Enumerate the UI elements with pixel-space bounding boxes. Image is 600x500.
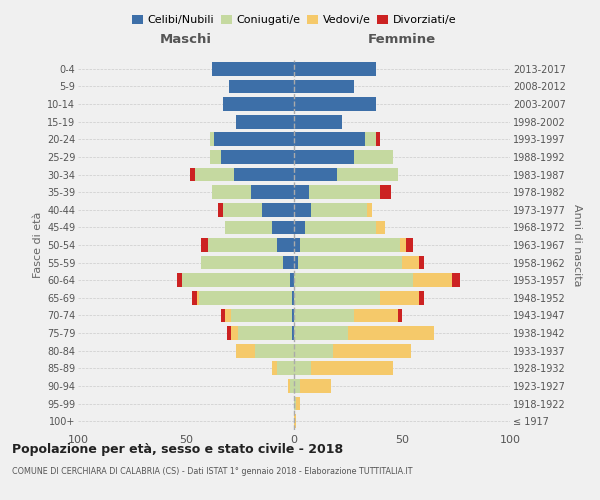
Bar	[292, 326, 294, 340]
Bar	[419, 256, 424, 270]
Bar	[229, 80, 294, 94]
Bar	[296, 396, 301, 410]
Bar	[227, 326, 232, 340]
Bar	[294, 344, 333, 358]
Bar	[333, 344, 410, 358]
Bar	[210, 150, 221, 164]
Bar	[197, 291, 199, 304]
Bar	[178, 274, 182, 287]
Bar	[287, 379, 290, 393]
Bar	[294, 186, 309, 199]
Bar	[218, 203, 223, 216]
Y-axis label: Anni di nascita: Anni di nascita	[572, 204, 583, 286]
Y-axis label: Fasce di età: Fasce di età	[32, 212, 43, 278]
Bar	[367, 203, 372, 216]
Bar	[208, 238, 277, 252]
Bar	[355, 150, 394, 164]
Bar	[376, 132, 380, 146]
Bar	[255, 344, 294, 358]
Text: Popolazione per età, sesso e stato civile - 2018: Popolazione per età, sesso e stato civil…	[12, 442, 343, 456]
Bar	[294, 274, 413, 287]
Bar	[294, 80, 355, 94]
Bar	[294, 150, 355, 164]
Bar	[201, 238, 208, 252]
Bar	[290, 379, 294, 393]
Bar	[402, 256, 419, 270]
Bar	[283, 256, 294, 270]
Bar	[406, 238, 413, 252]
Bar	[262, 203, 294, 216]
Bar	[292, 308, 294, 322]
Bar	[348, 326, 434, 340]
Bar	[194, 168, 233, 181]
Bar	[294, 256, 298, 270]
Bar	[238, 326, 292, 340]
Bar	[294, 414, 296, 428]
Text: Femmine: Femmine	[368, 33, 436, 46]
Bar	[365, 132, 376, 146]
Bar	[272, 220, 294, 234]
Bar	[221, 150, 294, 164]
Bar	[232, 308, 292, 322]
Bar	[400, 238, 406, 252]
Bar	[221, 308, 225, 322]
Bar	[223, 97, 294, 111]
Bar	[355, 308, 398, 322]
Bar	[290, 274, 294, 287]
Bar	[201, 256, 283, 270]
Bar	[309, 186, 380, 199]
Bar	[294, 115, 341, 128]
Bar	[294, 132, 365, 146]
Bar	[311, 203, 367, 216]
Bar	[294, 308, 355, 322]
Bar	[337, 168, 398, 181]
Bar	[294, 203, 311, 216]
Bar	[311, 362, 394, 375]
Text: Maschi: Maschi	[160, 33, 212, 46]
Bar	[292, 291, 294, 304]
Bar	[294, 97, 376, 111]
Bar	[233, 168, 294, 181]
Bar	[225, 308, 232, 322]
Bar	[236, 344, 255, 358]
Bar	[376, 220, 385, 234]
Bar	[210, 132, 214, 146]
Bar	[294, 379, 301, 393]
Bar	[452, 274, 460, 287]
Bar	[277, 238, 294, 252]
Bar	[419, 291, 424, 304]
Bar	[199, 291, 292, 304]
Bar	[294, 396, 296, 410]
Bar	[182, 274, 290, 287]
Bar	[190, 168, 194, 181]
Bar	[212, 62, 294, 76]
Bar	[193, 291, 197, 304]
Bar	[294, 62, 376, 76]
Bar	[277, 362, 294, 375]
Bar	[294, 220, 305, 234]
Bar	[232, 326, 238, 340]
Bar	[223, 203, 262, 216]
Bar	[214, 132, 294, 146]
Bar	[398, 308, 402, 322]
Legend: Celibi/Nubili, Coniugati/e, Vedovi/e, Divorziati/e: Celibi/Nubili, Coniugati/e, Vedovi/e, Di…	[127, 10, 461, 30]
Bar	[380, 291, 419, 304]
Bar	[298, 256, 402, 270]
Bar	[294, 238, 301, 252]
Bar	[212, 186, 251, 199]
Bar	[225, 220, 272, 234]
Bar	[413, 274, 452, 287]
Bar	[251, 186, 294, 199]
Bar	[301, 379, 331, 393]
Bar	[305, 220, 376, 234]
Bar	[294, 362, 311, 375]
Bar	[294, 168, 337, 181]
Bar	[301, 238, 400, 252]
Bar	[272, 362, 277, 375]
Bar	[294, 291, 380, 304]
Bar	[380, 186, 391, 199]
Text: COMUNE DI CERCHIARA DI CALABRIA (CS) - Dati ISTAT 1° gennaio 2018 - Elaborazione: COMUNE DI CERCHIARA DI CALABRIA (CS) - D…	[12, 468, 413, 476]
Bar	[236, 115, 294, 128]
Bar	[294, 326, 348, 340]
